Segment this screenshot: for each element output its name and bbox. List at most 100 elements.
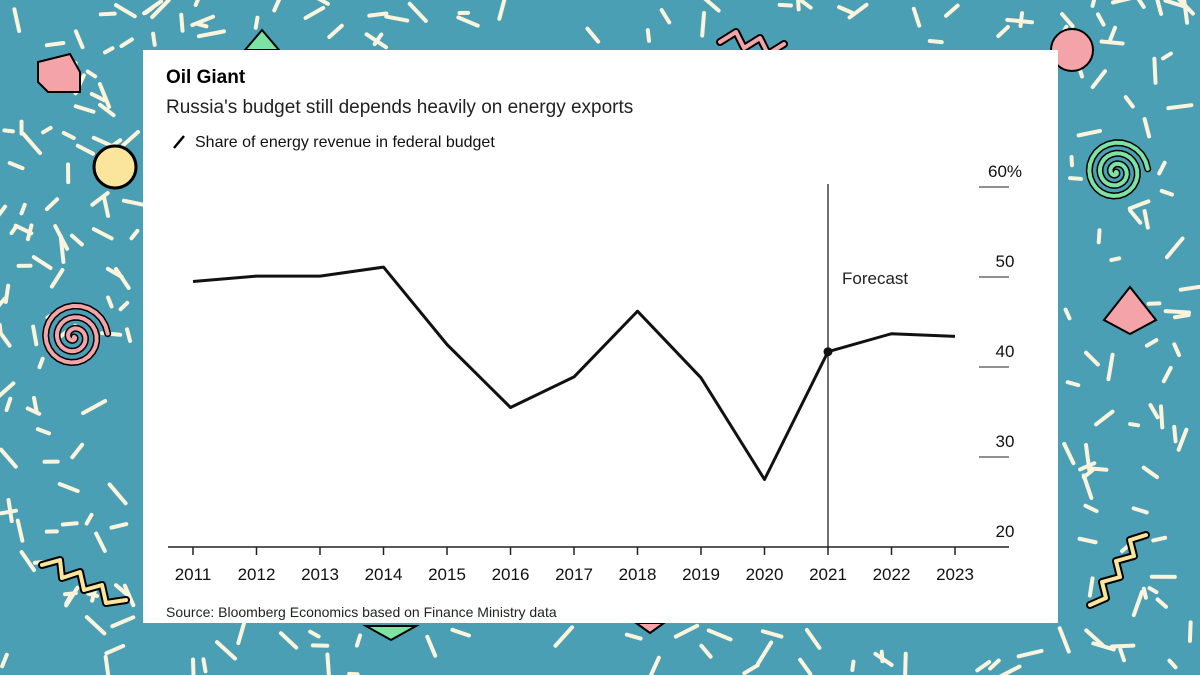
- confetti-dash: [103, 654, 111, 675]
- confetti-dash: [585, 26, 601, 44]
- confetti-dash: [425, 634, 438, 658]
- zigzag-shape: [1088, 533, 1148, 607]
- confetti-dash: [253, 15, 260, 30]
- confetti-dash: [1109, 256, 1122, 263]
- confetti-dash: [73, 104, 96, 114]
- y-tick-label: 30: [996, 432, 1015, 451]
- confetti-dash: [49, 268, 65, 289]
- confetti-dash: [742, 663, 760, 675]
- confetti-dash: [7, 161, 25, 171]
- confetti-dash: [1099, 39, 1125, 46]
- confetti-dash: [1062, 441, 1076, 466]
- confetti-dash: [84, 512, 94, 526]
- confetti-dash: [1087, 576, 1095, 598]
- confetti-dash: [0, 508, 18, 516]
- confetti-dash: [2, 128, 15, 134]
- confetti-dash: [151, 31, 157, 47]
- cube-shape: [37, 52, 81, 93]
- confetti-dash: [0, 652, 9, 669]
- confetti-dash: [944, 3, 960, 18]
- confetti-dash: [0, 322, 3, 335]
- confetti-dash: [367, 11, 389, 18]
- confetti-dash: [847, 2, 869, 20]
- confetti-dash: [1106, 352, 1115, 382]
- zigzag-shape: [40, 558, 128, 605]
- series-line: [192, 265, 956, 481]
- confetti-dash: [1158, 404, 1165, 430]
- confetti-dash: [1090, 0, 1097, 8]
- confetti-dash: [109, 522, 129, 530]
- confetti-dash: [103, 46, 115, 55]
- confetti-dash: [1172, 424, 1178, 444]
- confetti-dash: [179, 12, 185, 33]
- y-tick-label: 60%: [988, 162, 1022, 181]
- confetti-dash: [63, 591, 78, 597]
- pyramid-shape: [632, 622, 668, 635]
- confetti-dash: [1152, 56, 1158, 85]
- confetti-dash: [1148, 403, 1160, 420]
- confetti-dash: [32, 396, 39, 415]
- confetti-dash: [648, 655, 661, 675]
- x-tick-label: 2015: [428, 565, 466, 584]
- confetti-dash: [1108, 25, 1118, 42]
- confetti-dash: [703, 0, 721, 13]
- x-tick-label: 2014: [365, 565, 403, 584]
- confetti-dash: [372, 32, 384, 47]
- confetti-dash: [129, 228, 140, 241]
- x-tick-label: 2011: [175, 565, 212, 584]
- confetti-dash: [1094, 409, 1115, 427]
- confetti-dash: [97, 82, 112, 109]
- confetti-dash: [756, 640, 774, 666]
- confetti-dash: [19, 202, 27, 216]
- confetti-dash: [804, 628, 822, 650]
- confetti-dash: [1109, 643, 1136, 649]
- confetti-dash: [57, 482, 80, 494]
- confetti-dash: [1161, 365, 1173, 384]
- confetti-dash: [107, 482, 128, 506]
- confetti-dash: [1142, 209, 1150, 230]
- confetti-dash: [41, 125, 53, 135]
- confetti-dash: [700, 10, 707, 38]
- confetti-dash: [113, 3, 137, 19]
- circle-shape: [92, 144, 138, 190]
- confetti-dash: [84, 615, 107, 636]
- x-tick-label: 2017: [555, 565, 593, 584]
- confetti-dash: [12, 7, 22, 33]
- confetti-dash: [673, 623, 700, 639]
- confetti-dash: [996, 25, 1010, 39]
- line-chart: Oil Giant Russia's budget still depends …: [166, 67, 1022, 620]
- pyramid-shape: [362, 625, 420, 642]
- confetti-dash: [272, 0, 282, 13]
- confetti-dash: [384, 14, 410, 23]
- confetti-dash: [1166, 103, 1194, 111]
- confetti-dash: [81, 398, 108, 416]
- confetti-dash: [645, 28, 652, 43]
- confetti-dash: [1063, 307, 1072, 321]
- chart-card: Oil Giant Russia's budget still depends …: [143, 50, 1058, 623]
- confetti-dash: [60, 521, 79, 527]
- confetti-dash: [121, 198, 145, 207]
- confetti-dash: [1136, 0, 1146, 9]
- confetti-dash: [1172, 312, 1191, 320]
- data-series: [192, 265, 956, 481]
- confetti-dash: [196, 22, 209, 29]
- confetti-dash: [1163, 309, 1191, 315]
- confetti-dash: [3, 283, 11, 304]
- confetti-dash: [1096, 228, 1102, 245]
- confetti-dash: [1128, 422, 1141, 428]
- confetti-dash: [37, 356, 45, 370]
- confetti-dash: [796, 0, 801, 12]
- confetti-dash: [69, 233, 84, 247]
- confetti-dash: [0, 381, 16, 398]
- confetti-dash: [70, 442, 85, 460]
- confetti-dash: [1078, 461, 1097, 472]
- confetti-dash: [1147, 586, 1159, 595]
- confetti-dash: [308, 629, 321, 639]
- confetti-dash: [1157, 160, 1167, 176]
- confetti-dash: [975, 660, 992, 673]
- confetti-dash: [1144, 338, 1159, 348]
- confetti-dash: [1159, 188, 1174, 197]
- confetti-dash: [31, 324, 39, 347]
- confetti-dash: [0, 204, 8, 217]
- chart-subtitle: Russia's budget still depends heavily on…: [166, 97, 633, 118]
